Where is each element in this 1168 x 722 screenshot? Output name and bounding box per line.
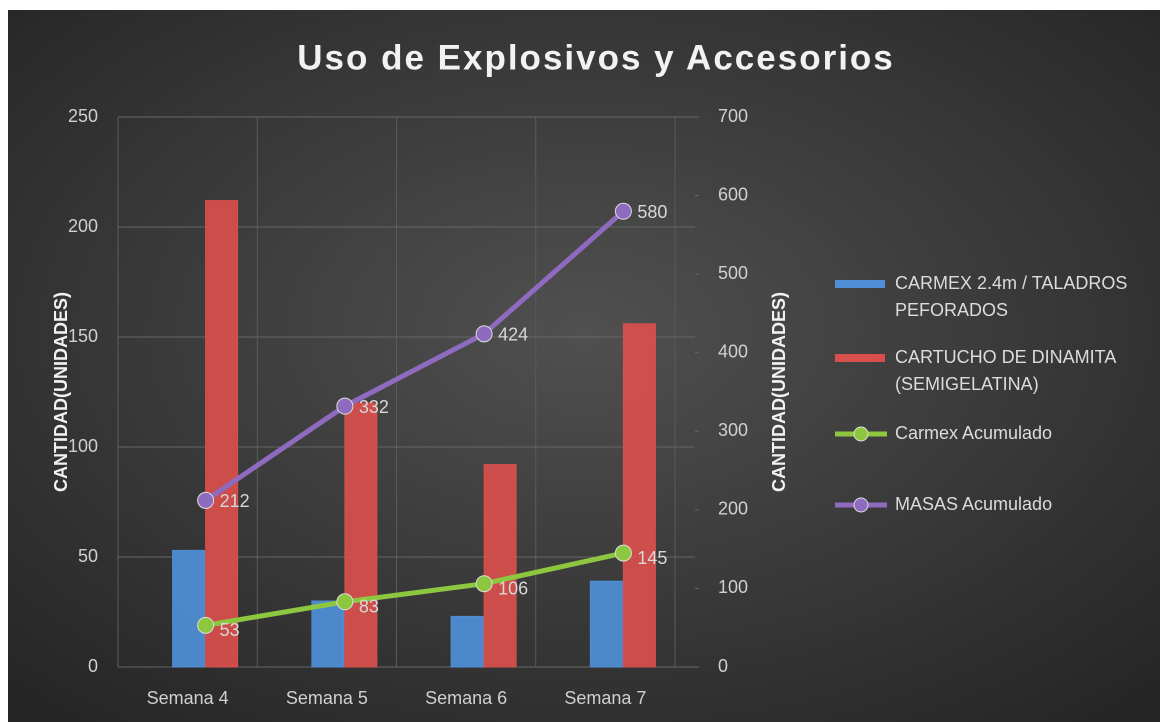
- legend-label: MASAS Acumulado: [895, 494, 1053, 514]
- data-label: 53: [220, 620, 240, 640]
- legend-label: Carmex Acumulado: [895, 423, 1053, 443]
- legend-entry: CARTUCHO DE DINAMITA (SEMIGELATINA): [835, 344, 1160, 398]
- y2-tick-label: 200: [718, 499, 748, 519]
- bar: [172, 549, 206, 668]
- bar: [311, 600, 345, 668]
- y2-tick-label: 0: [718, 656, 728, 676]
- data-label: 212: [220, 491, 250, 511]
- x-tick-label: Semana 7: [564, 688, 646, 708]
- line-point: [197, 491, 215, 509]
- data-label: 106: [498, 578, 528, 598]
- line-point: [614, 202, 632, 220]
- bar: [344, 402, 378, 668]
- legend-swatch: [835, 280, 885, 288]
- y2-tick-label: 600: [718, 184, 748, 204]
- y-tick-label: 250: [68, 106, 98, 126]
- y-tick-label: 50: [78, 546, 98, 566]
- line: [204, 209, 626, 503]
- legend-marker: [835, 497, 887, 513]
- x-tick-label: Semana 5: [286, 688, 368, 708]
- data-label: 145: [637, 548, 667, 568]
- x-tick-label: Semana 6: [425, 688, 507, 708]
- bar: [483, 464, 517, 668]
- legend-label: CARMEX 2.4m / TALADROS PEFORADOS: [895, 273, 1128, 320]
- y2-tick-label: 700: [718, 106, 748, 126]
- y2-tick-label: 300: [718, 420, 748, 440]
- legend-entry: MASAS Acumulado: [835, 491, 1160, 518]
- line-point: [475, 325, 493, 343]
- x-tick-label: Semana 4: [147, 688, 229, 708]
- y2-tick-label: 100: [718, 577, 748, 597]
- y2-tick-label: 400: [718, 341, 748, 361]
- line-point: [614, 544, 632, 562]
- line-point: [336, 397, 354, 415]
- line-point: [475, 575, 493, 593]
- bar: [205, 200, 239, 668]
- y-tick-label: 200: [68, 216, 98, 236]
- legend-swatch: [835, 354, 885, 362]
- data-label: 83: [359, 597, 379, 617]
- data-label: 332: [359, 397, 389, 417]
- bar: [450, 615, 484, 668]
- y-tick-label: 100: [68, 436, 98, 456]
- bar: [589, 580, 623, 668]
- data-label: 424: [498, 325, 528, 345]
- y-tick-label: 0: [88, 656, 98, 676]
- legend-entry: CARMEX 2.4m / TALADROS PEFORADOS: [835, 270, 1160, 324]
- line-point: [336, 593, 354, 611]
- legend-marker: [835, 280, 885, 288]
- y2-tick-label: 500: [718, 263, 748, 283]
- data-label: 580: [637, 202, 667, 222]
- legend-marker: [835, 426, 887, 442]
- y-tick-label: 150: [68, 326, 98, 346]
- chart-title: Uso de Explosivos y Accesorios: [297, 38, 895, 77]
- legend-dot: [853, 497, 869, 513]
- legend-entry: Carmex Acumulado: [835, 420, 1160, 447]
- legend-label: CARTUCHO DE DINAMITA (SEMIGELATINA): [895, 347, 1116, 394]
- line-point: [197, 616, 215, 634]
- y2-axis-title: CANTIDAD(UNIDADES): [769, 292, 789, 492]
- legend-marker: [835, 354, 885, 362]
- legend-dot: [853, 426, 869, 442]
- line: [205, 550, 624, 628]
- y-axis-title: CANTIDAD(UNIDADES): [51, 292, 71, 492]
- bar: [622, 323, 656, 668]
